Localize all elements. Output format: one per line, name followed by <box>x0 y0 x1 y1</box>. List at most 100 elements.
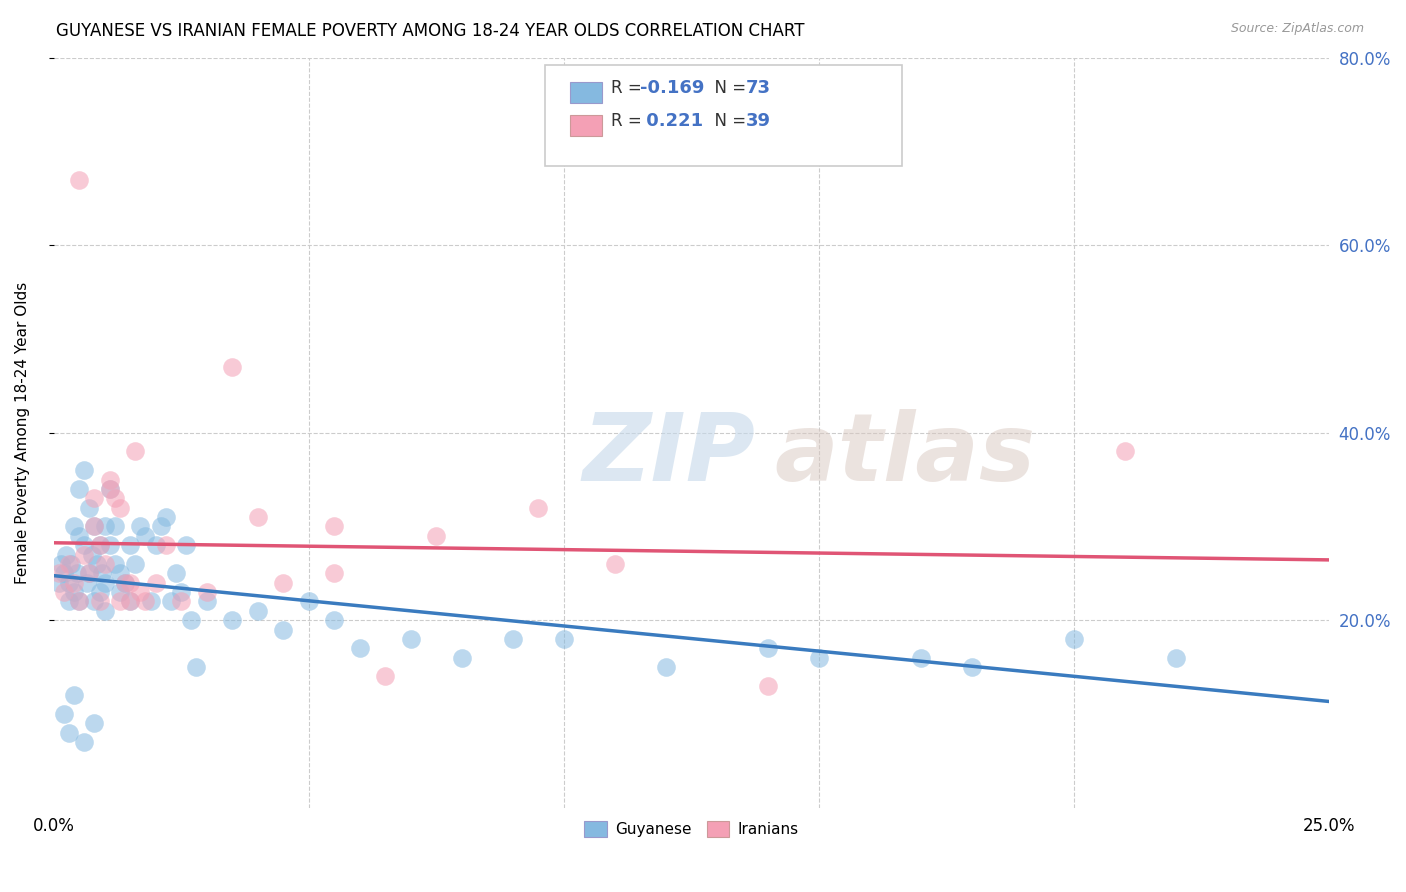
Point <box>298 594 321 608</box>
Point <box>79 566 101 581</box>
Point <box>63 519 86 533</box>
Point <box>145 538 167 552</box>
Point <box>1114 444 1136 458</box>
Point <box>160 594 183 608</box>
Text: -0.169: -0.169 <box>640 78 704 96</box>
Point <box>83 716 105 731</box>
Point <box>910 650 932 665</box>
Point <box>89 538 111 552</box>
Point <box>73 548 96 562</box>
Point <box>124 557 146 571</box>
Point <box>63 575 86 590</box>
Point <box>108 594 131 608</box>
Point <box>553 632 575 646</box>
Point <box>58 594 80 608</box>
Point <box>120 594 142 608</box>
Point <box>48 575 70 590</box>
Point <box>323 519 346 533</box>
Point <box>349 641 371 656</box>
Text: 73: 73 <box>747 78 770 96</box>
FancyBboxPatch shape <box>544 65 901 167</box>
Point <box>654 660 676 674</box>
Point <box>165 566 187 581</box>
Point <box>48 566 70 581</box>
Point <box>374 669 396 683</box>
Point <box>149 519 172 533</box>
Text: 39: 39 <box>747 112 770 130</box>
Point <box>108 566 131 581</box>
Point <box>93 557 115 571</box>
Text: Source: ZipAtlas.com: Source: ZipAtlas.com <box>1230 22 1364 36</box>
Text: ZIP: ZIP <box>583 409 755 501</box>
Point <box>104 519 127 533</box>
Point <box>1063 632 1085 646</box>
Point <box>502 632 524 646</box>
Y-axis label: Female Poverty Among 18-24 Year Olds: Female Poverty Among 18-24 Year Olds <box>15 282 30 584</box>
Point <box>93 519 115 533</box>
Point <box>108 585 131 599</box>
Point <box>221 360 243 375</box>
Point <box>399 632 422 646</box>
Point <box>93 575 115 590</box>
Point <box>104 557 127 571</box>
Point <box>83 594 105 608</box>
Point <box>120 594 142 608</box>
Text: 0.221: 0.221 <box>640 112 703 130</box>
Point <box>134 594 156 608</box>
Point <box>80 548 103 562</box>
Point <box>450 650 472 665</box>
Point <box>527 500 550 515</box>
Point <box>425 529 447 543</box>
Point <box>89 594 111 608</box>
Point <box>60 557 83 571</box>
Point <box>73 538 96 552</box>
Point <box>155 510 177 524</box>
Point <box>52 566 75 581</box>
Point <box>323 566 346 581</box>
Point <box>195 585 218 599</box>
Point <box>83 519 105 533</box>
Legend: Guyanese, Iranians: Guyanese, Iranians <box>576 814 806 845</box>
Point <box>603 557 626 571</box>
Point <box>63 688 86 702</box>
Point <box>108 500 131 515</box>
Point <box>186 660 208 674</box>
Point <box>67 529 90 543</box>
Point <box>83 519 105 533</box>
Point <box>52 706 75 721</box>
Point <box>51 557 73 571</box>
Point <box>124 444 146 458</box>
Point <box>67 172 90 186</box>
Point <box>89 585 111 599</box>
Point <box>67 482 90 496</box>
Point <box>104 491 127 506</box>
Point <box>120 538 142 552</box>
Point <box>98 482 121 496</box>
Point <box>155 538 177 552</box>
Point <box>246 510 269 524</box>
Point <box>195 594 218 608</box>
Point <box>65 566 87 581</box>
Point <box>55 548 77 562</box>
Point <box>93 604 115 618</box>
Point <box>756 641 779 656</box>
Text: R =: R = <box>610 112 647 130</box>
Text: atlas: atlas <box>775 409 1035 501</box>
Point <box>52 585 75 599</box>
Point <box>58 557 80 571</box>
Point <box>271 623 294 637</box>
Point <box>83 491 105 506</box>
Text: N =: N = <box>704 78 751 96</box>
Point <box>114 575 136 590</box>
Point <box>129 585 152 599</box>
Point <box>221 613 243 627</box>
Point <box>180 613 202 627</box>
Point <box>91 566 114 581</box>
Point <box>271 575 294 590</box>
Point <box>807 650 830 665</box>
Point <box>67 594 90 608</box>
Point <box>120 575 142 590</box>
Point <box>1164 650 1187 665</box>
Point <box>73 463 96 477</box>
FancyBboxPatch shape <box>569 115 602 136</box>
